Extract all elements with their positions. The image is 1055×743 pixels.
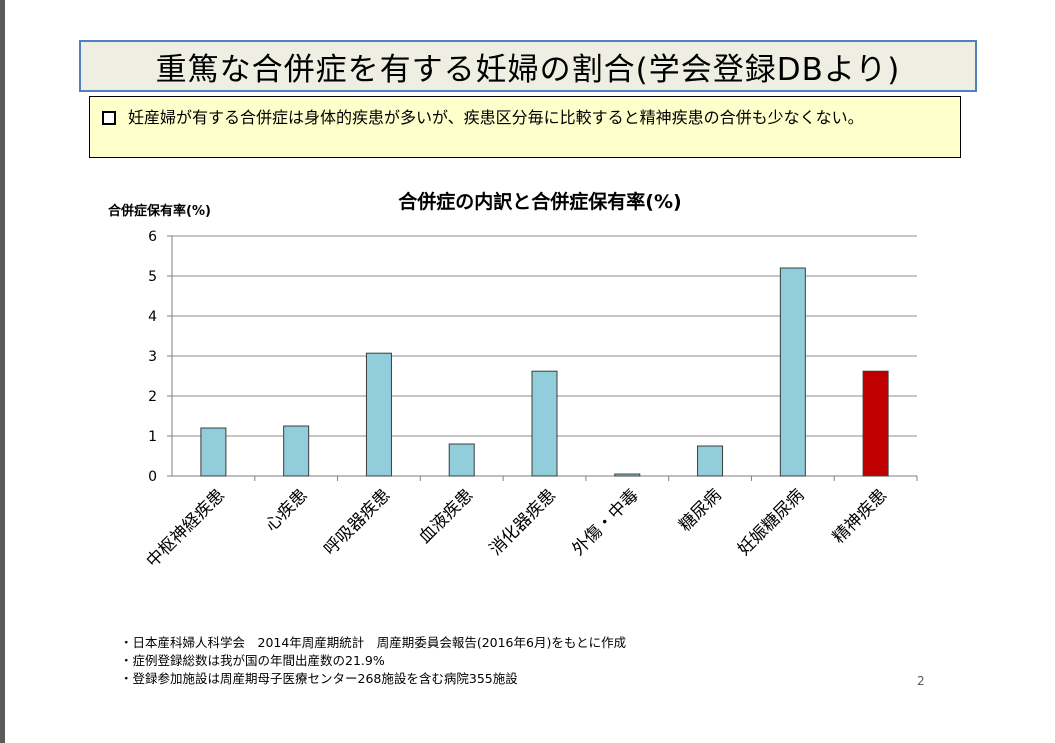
x-tick-label: 心疾患 [261,485,311,535]
page-number: 2 [917,674,925,688]
bar [779,267,806,477]
window-left-border [0,0,5,743]
y-tick-label: 1 [148,429,157,445]
bar [614,473,641,477]
footnote-coverage: ・症例登録総数は我が国の年間出産数の21.9% [120,653,385,668]
y-tick-label: 5 [148,269,157,285]
bar [531,370,558,477]
slide-title-box: 重篤な合併症を有する妊婦の割合(学会登録DBより) [79,40,977,92]
y-tick-label: 4 [148,309,157,325]
summary-note-text: 妊産婦が有する合併症は身体的疾患が多いが、疾患区分毎に比較すると精神疾患の合併も… [128,108,864,127]
bar [365,352,392,477]
x-tick-label: 外傷・中毒 [569,485,643,559]
x-tick-label: 血液疾患 [415,485,477,547]
x-tick-label: 消化器疾患 [486,485,560,559]
summary-note: 妊産婦が有する合併症は身体的疾患が多いが、疾患区分毎に比較すると精神疾患の合併も… [89,96,961,158]
x-tick-label: 中枢神経疾患 [143,485,229,571]
bar [448,443,475,477]
x-tick-label: 妊娠糖尿病 [734,485,808,559]
footnote-source: ・日本産科婦人科学会 2014年周産期統計 周産期委員会報告(2016年6月)を… [120,635,627,650]
bar [862,370,889,477]
bar [283,425,310,477]
y-tick-label: 2 [148,389,157,405]
bar-chart: 合併症の内訳と合併症保有率(%) 合併症保有率(%) 0 1 2 3 4 5 6 中枢神経疾患 心疾… [108,190,918,572]
slide-title: 重篤な合併症を有する妊婦の割合(学会登録DBより) [155,51,901,88]
y-axis-label: 合併症保有率(%) [108,203,211,219]
bar [200,427,227,477]
x-tick-label: 呼吸器疾患 [320,485,394,559]
footnote-facilities: ・登録参加施設は周産期母子医療センター268施設を含む病院355施設 [120,671,518,686]
bar [697,445,724,477]
y-tick-label: 6 [148,229,157,245]
y-tick-label: 3 [148,349,157,365]
x-tick-label: 糖尿病 [675,485,725,535]
chart-title: 合併症の内訳と合併症保有率(%) [398,190,681,213]
footnotes: ・日本産科婦人科学会 2014年周産期統計 周産期委員会報告(2016年6月)を… [120,634,626,688]
y-tick-label: 0 [148,469,157,485]
square-bullet-icon [102,111,116,125]
x-tick-label: 精神疾患 [829,485,891,547]
